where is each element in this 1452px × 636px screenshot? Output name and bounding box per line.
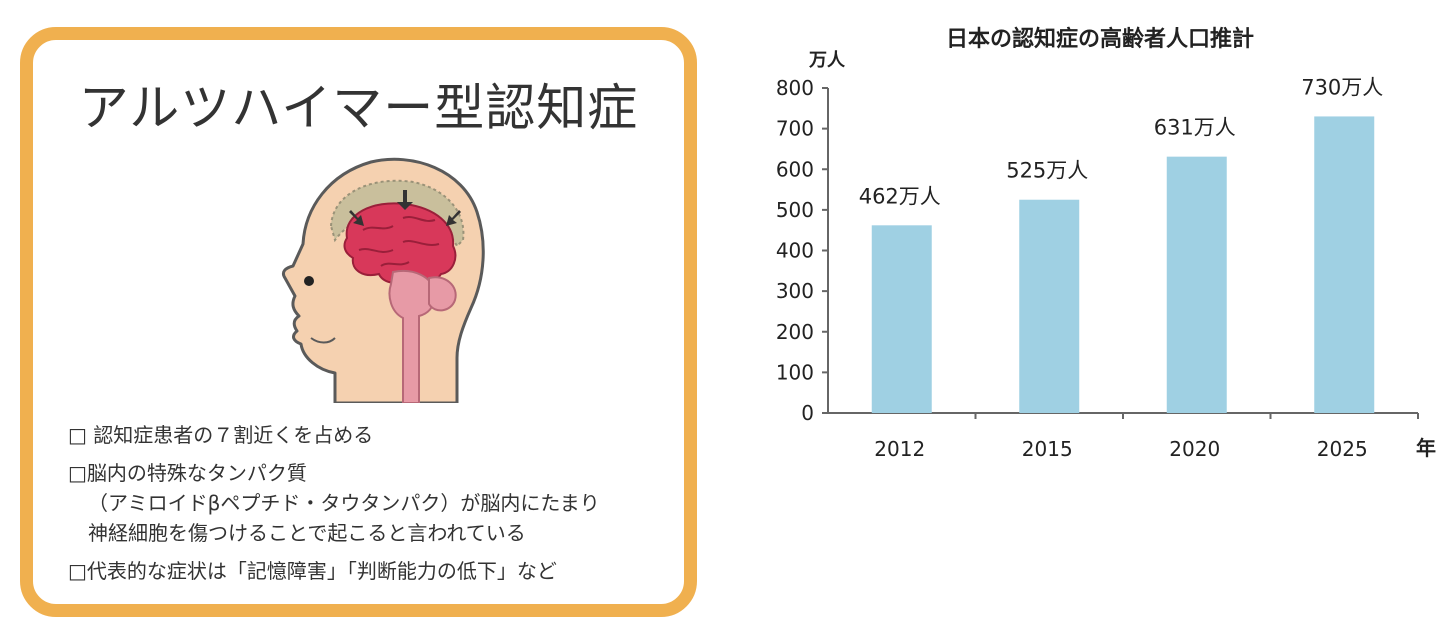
brainstem xyxy=(388,270,437,403)
bullet-item-continued: （アミロイドβペプチド・タウタンパク）が脳内にたまり xyxy=(88,491,600,515)
bar xyxy=(1019,199,1080,413)
y-tick-label: 600 xyxy=(776,157,814,181)
bullet-list: □ 認知症患者の７割近くを占める □脳内の特殊なタンパク質 （アミロイドβペプチ… xyxy=(68,420,668,586)
y-tick-label: 700 xyxy=(776,117,814,141)
bullet-item: □ 認知症患者の７割近くを占める xyxy=(68,423,374,447)
x-tick-label: 2015 xyxy=(1022,437,1073,461)
y-tick-label: 800 xyxy=(776,76,814,100)
y-axis-unit: 万人 xyxy=(808,50,846,71)
y-tick-label: 100 xyxy=(776,360,814,384)
x-tick-label: 2025 xyxy=(1317,437,1368,461)
data-label: 525万人 xyxy=(1006,159,1088,183)
x-tick-label: 2020 xyxy=(1169,437,1220,461)
data-label: 730万人 xyxy=(1301,75,1383,99)
chart-title: 日本の認知症の高齢者人口推計 xyxy=(946,26,1254,52)
y-tick-label: 500 xyxy=(776,198,814,222)
x-axis-unit: 年 xyxy=(1416,436,1436,460)
bar xyxy=(1166,156,1227,413)
eye xyxy=(304,276,314,286)
dementia-population-chart: 日本の認知症の高齢者人口推計 万人 年 0 100 200 300 400 500 600 7… xyxy=(776,26,1436,461)
y-tick-label: 200 xyxy=(776,320,814,344)
bar xyxy=(1314,116,1375,413)
card-title: アルツハイマー型認知症 xyxy=(78,79,639,137)
x-tick-label: 2012 xyxy=(874,437,925,461)
y-tick-label: 400 xyxy=(776,239,814,263)
cerebellum xyxy=(428,276,457,312)
y-tick-label: 300 xyxy=(776,279,814,303)
bar xyxy=(871,225,932,413)
brain-illustration-icon xyxy=(281,157,485,403)
y-tick-label: 0 xyxy=(801,401,814,425)
pressure-arrows xyxy=(349,190,461,226)
info-card: アルツハイマー型認知症 □ 認知症患者の７割近くを占める □脳内の特殊なタンパク… xyxy=(20,27,697,617)
bullet-item-continued: 神経細胞を傷つけることで起こると言われている xyxy=(88,521,526,545)
bullet-item: □脳内の特殊なタンパク質 xyxy=(68,461,307,485)
data-label: 631万人 xyxy=(1154,116,1236,140)
data-label: 462万人 xyxy=(859,184,941,208)
bullet-item: □代表的な症状は「記憶障害」「判断能力の低下」など xyxy=(68,559,557,583)
